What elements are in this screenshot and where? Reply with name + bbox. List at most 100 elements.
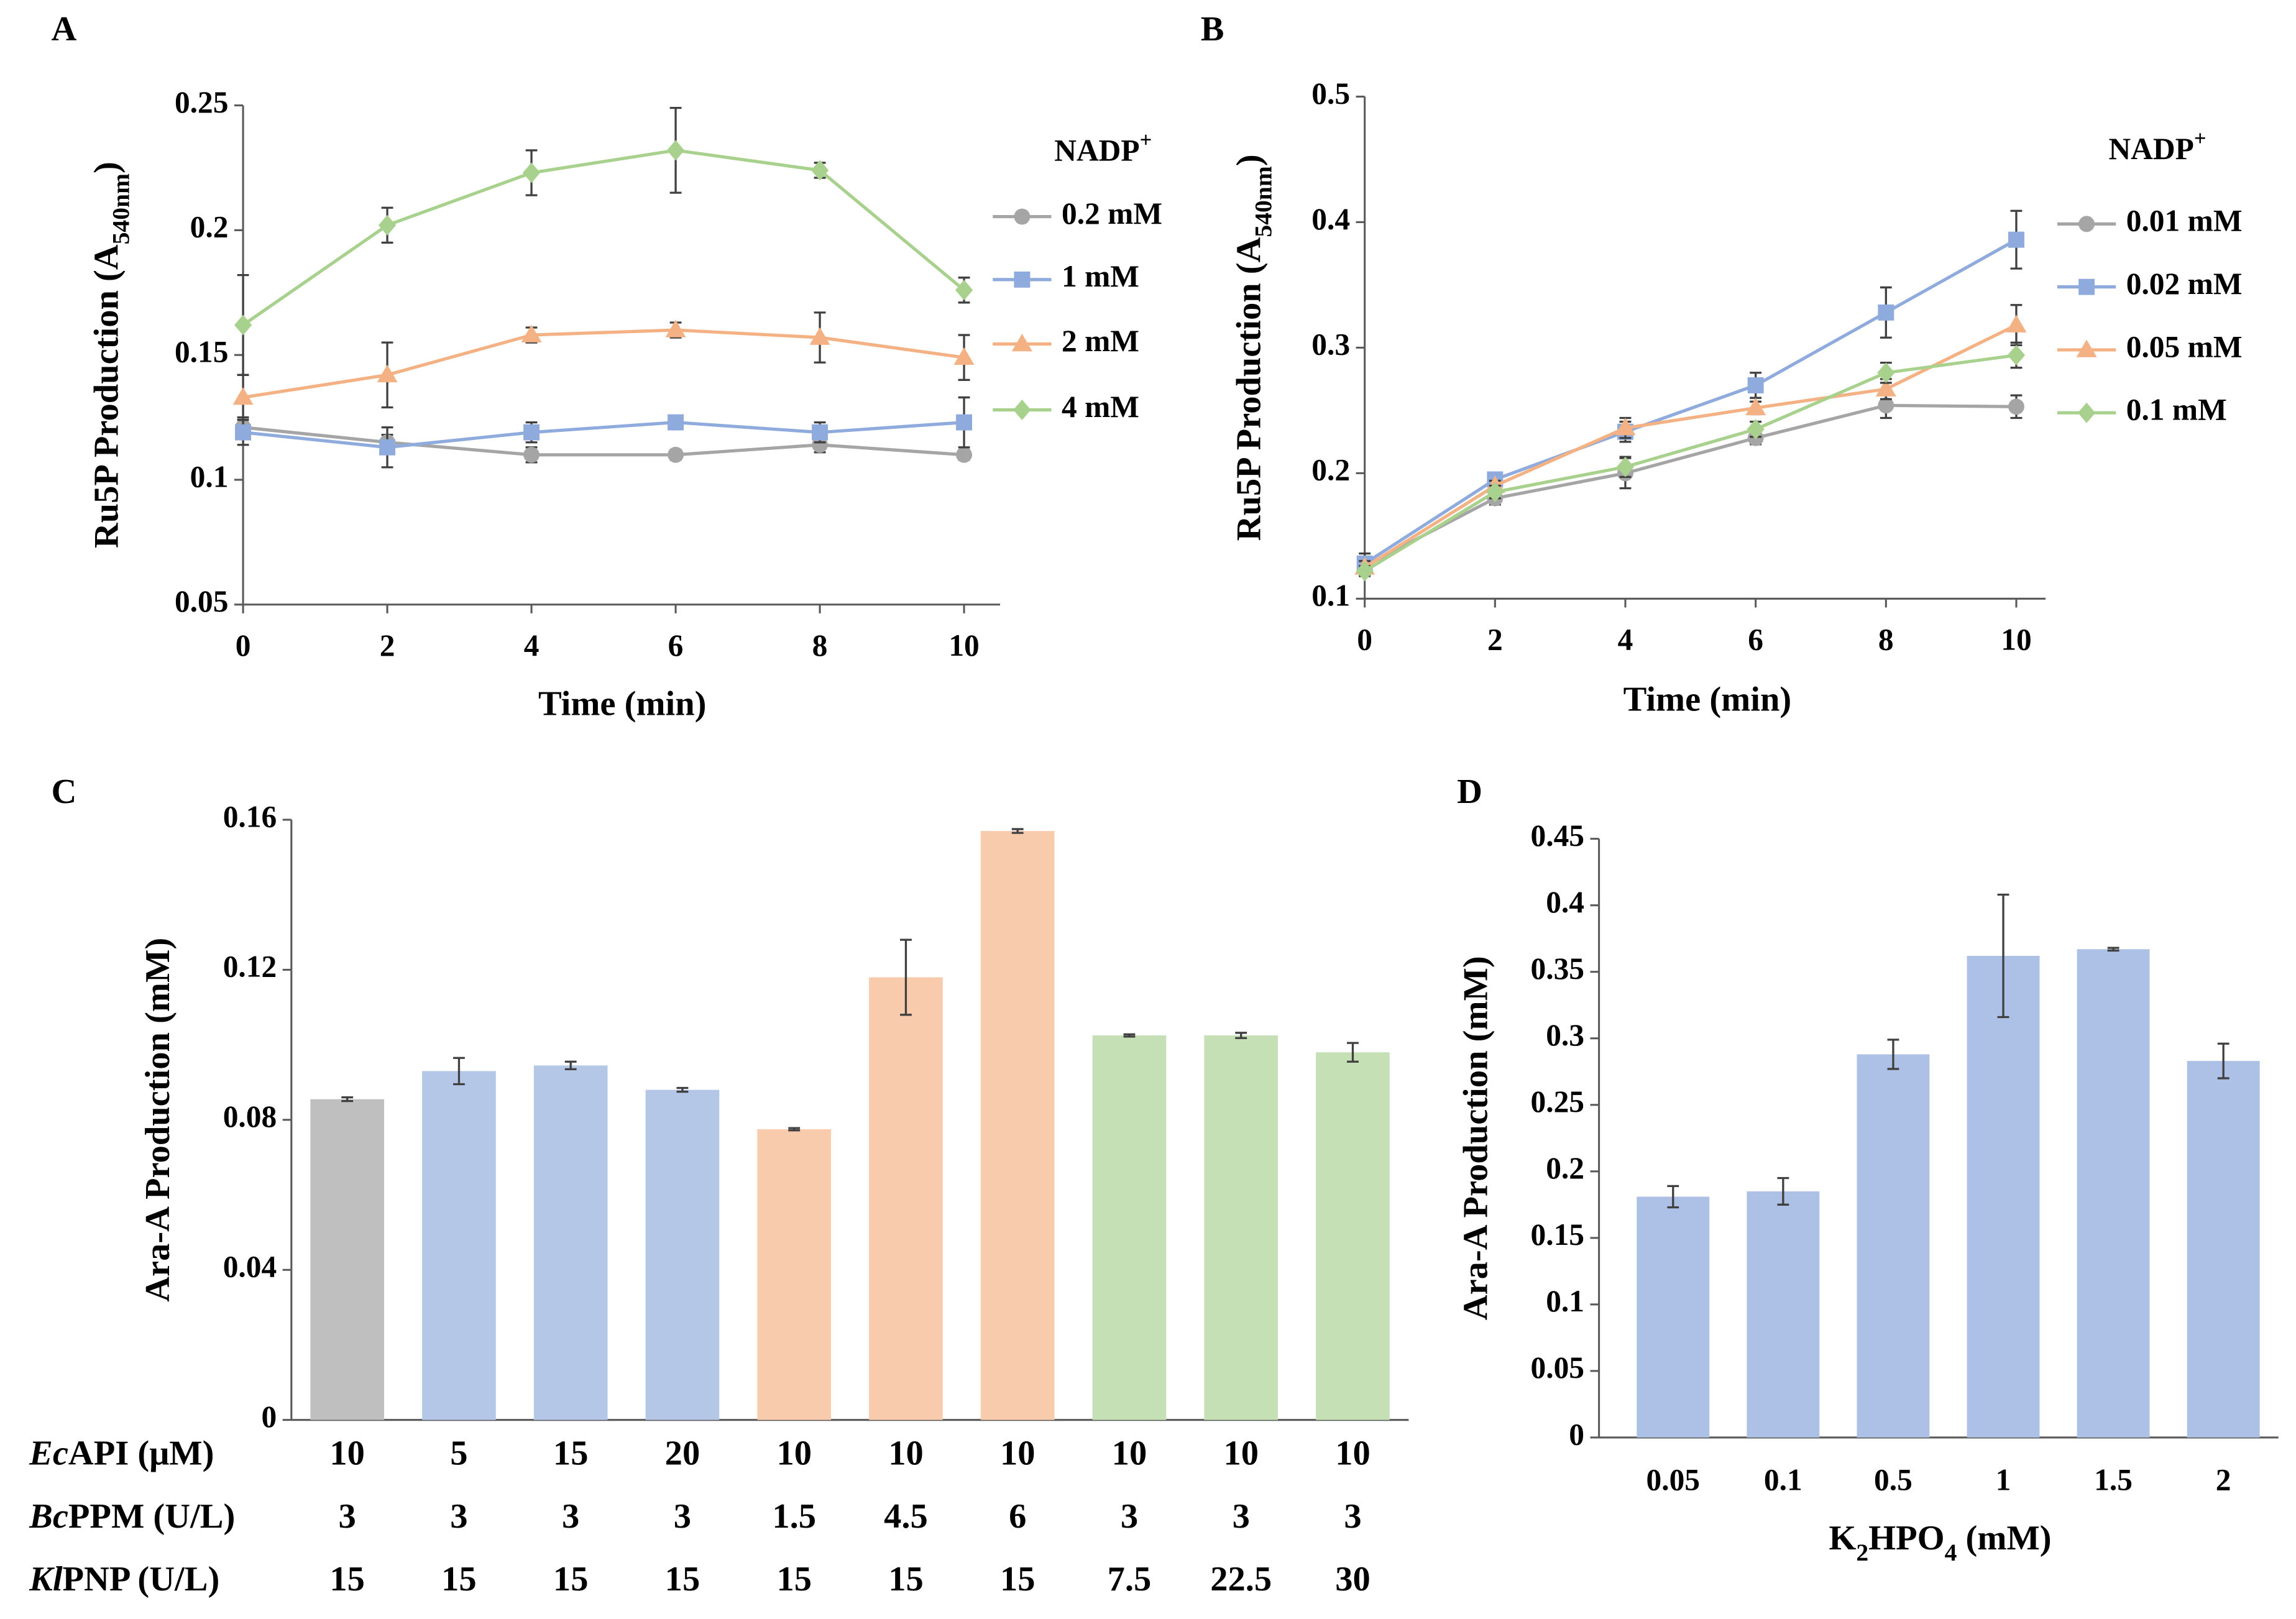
y-axis-title-run: ) bbox=[88, 162, 126, 173]
marker bbox=[1356, 561, 1374, 582]
legend-label: 2 mM bbox=[1062, 324, 1139, 358]
x-tick-label: 2 bbox=[1487, 622, 1503, 656]
x-tick-label: 0 bbox=[236, 628, 251, 663]
row-value: 20 bbox=[665, 1434, 700, 1473]
bar bbox=[645, 1089, 720, 1420]
y-axis-title: Ru5P Production (A540nm) bbox=[1229, 154, 1277, 541]
error-bar bbox=[341, 1096, 354, 1103]
bar bbox=[533, 1065, 608, 1420]
bar bbox=[1316, 1052, 1390, 1420]
row-value: 15 bbox=[776, 1560, 812, 1598]
marker bbox=[1615, 418, 1636, 436]
legend-title-run: + bbox=[1140, 128, 1152, 152]
series-line bbox=[1364, 353, 2017, 573]
row-value: 15 bbox=[553, 1434, 589, 1473]
x-axis-title-run: 4 bbox=[1945, 1539, 1957, 1566]
y-tick-label: 0.3 bbox=[1546, 1018, 1584, 1052]
series-line bbox=[242, 426, 965, 457]
error-bar bbox=[1667, 1185, 1679, 1209]
y-tick-label: 0.25 bbox=[175, 85, 229, 119]
x-tick-label: 6 bbox=[668, 628, 684, 663]
y-tick-label: 0.12 bbox=[223, 950, 277, 984]
marker bbox=[1747, 377, 1764, 393]
marker bbox=[2008, 231, 2024, 248]
x-tick-label: 8 bbox=[812, 628, 828, 663]
row-label: EcAPI (μM) bbox=[29, 1434, 214, 1473]
y-tick-label: 0.5 bbox=[1311, 76, 1350, 111]
legend-label: 0.01 mM bbox=[2126, 204, 2243, 238]
x-tick-label: 4 bbox=[524, 628, 540, 663]
y-tick-label: 0.25 bbox=[1530, 1085, 1584, 1119]
row-value: 10 bbox=[1223, 1434, 1259, 1473]
y-axis-title: Ara-A Production (mM) bbox=[139, 938, 177, 1302]
error-bar bbox=[1997, 893, 2009, 1019]
x-axis-title-run: (mM) bbox=[1957, 1519, 2051, 1557]
y-tick-label: 0.4 bbox=[1546, 885, 1584, 919]
panel-label: B bbox=[1201, 10, 1224, 48]
marker bbox=[522, 162, 541, 183]
marker bbox=[1014, 271, 1031, 288]
x-tick-label: 1 bbox=[1996, 1462, 2011, 1497]
marker bbox=[1014, 208, 1031, 225]
y-tick-label: 0 bbox=[262, 1400, 277, 1434]
bar bbox=[980, 831, 1055, 1420]
legend-label: 0.1 mM bbox=[2126, 393, 2227, 427]
legend-title-run: NADP bbox=[1054, 134, 1139, 168]
row-label-run: Kl bbox=[29, 1560, 63, 1598]
row-label: KlPNP (U/L) bbox=[29, 1560, 219, 1598]
y-tick-label: 0.05 bbox=[1530, 1351, 1584, 1385]
bar bbox=[1092, 1035, 1167, 1420]
marker bbox=[955, 280, 973, 301]
row-value: 3 bbox=[674, 1497, 691, 1536]
row-value: 5 bbox=[450, 1434, 467, 1473]
y-axis-title-run: Ru5P Production (A bbox=[88, 244, 126, 548]
error-bar bbox=[564, 1060, 577, 1070]
row-value: 3 bbox=[1233, 1497, 1250, 1536]
error-bar bbox=[1011, 828, 1024, 834]
error-bar bbox=[1123, 1033, 1136, 1038]
legend-title: NADP+ bbox=[1054, 128, 1152, 167]
bar bbox=[1637, 1196, 1710, 1438]
y-tick-label: 0.16 bbox=[223, 799, 277, 833]
x-axis-title-run: HPO bbox=[1868, 1519, 1944, 1557]
y-tick-label: 0.35 bbox=[1530, 952, 1584, 986]
panel-label: C bbox=[51, 773, 76, 811]
marker bbox=[668, 414, 684, 431]
y-tick-label: 0.1 bbox=[190, 459, 229, 493]
row-value: 10 bbox=[1000, 1434, 1035, 1473]
series-line bbox=[1364, 238, 2018, 565]
marker bbox=[523, 446, 540, 463]
marker bbox=[379, 439, 396, 456]
marker bbox=[956, 446, 973, 463]
x-axis-title: Time (min) bbox=[538, 685, 707, 723]
row-value: 7.5 bbox=[1108, 1560, 1152, 1598]
legend-title: NADP+ bbox=[2108, 127, 2206, 166]
bar bbox=[1857, 1054, 1930, 1438]
marker bbox=[377, 364, 398, 383]
y-axis-title: Ru5P Production (A540nm) bbox=[88, 162, 135, 548]
row-label-run: Bc bbox=[29, 1497, 68, 1536]
marker bbox=[232, 387, 254, 405]
row-value: 15 bbox=[888, 1560, 924, 1598]
bar bbox=[2077, 949, 2150, 1438]
y-tick-label: 0.4 bbox=[1311, 202, 1350, 236]
marker bbox=[668, 446, 684, 463]
y-tick-label: 0.3 bbox=[1311, 328, 1350, 362]
x-tick-label: 0 bbox=[1357, 622, 1372, 656]
y-tick-label: 0.1 bbox=[1546, 1284, 1584, 1318]
x-tick-label: 2 bbox=[380, 628, 395, 663]
row-value: 15 bbox=[1000, 1560, 1035, 1598]
row-label-run: API (μM) bbox=[68, 1434, 214, 1473]
y-tick-label: 0.45 bbox=[1530, 819, 1584, 853]
marker bbox=[1616, 456, 1635, 477]
marker bbox=[812, 424, 829, 441]
legend-label: 0.02 mM bbox=[2126, 267, 2243, 301]
error-bar bbox=[1777, 1176, 1789, 1206]
marker bbox=[666, 140, 685, 161]
series-line bbox=[1364, 403, 2017, 568]
series-line bbox=[242, 328, 965, 399]
error-bar bbox=[788, 1127, 801, 1132]
y-axis-title-run: Ru5P Production (A bbox=[1229, 237, 1268, 541]
marker bbox=[1877, 362, 1895, 383]
